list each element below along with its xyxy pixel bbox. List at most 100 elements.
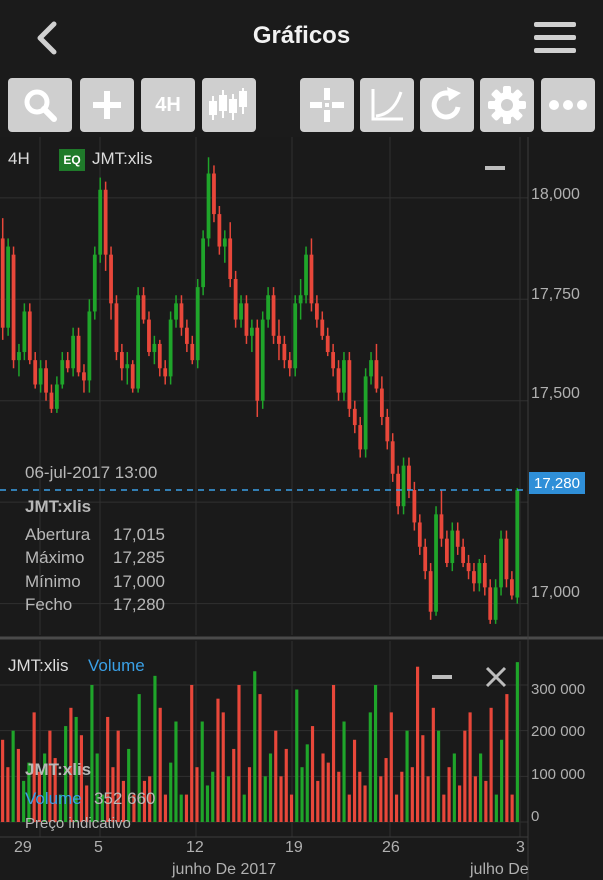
candle-body bbox=[509, 579, 514, 596]
indicators-button[interactable] bbox=[202, 78, 256, 132]
volume-bar bbox=[394, 794, 399, 822]
candle-body bbox=[184, 327, 189, 344]
volume-bar bbox=[274, 730, 278, 822]
candle-body bbox=[423, 546, 428, 572]
volume-bar bbox=[48, 730, 52, 822]
volume-bar bbox=[258, 694, 262, 822]
candle-body bbox=[385, 416, 390, 442]
info-value-close: 17,280 bbox=[113, 595, 165, 614]
candle-body bbox=[444, 538, 449, 564]
volume-info-label: Volume bbox=[25, 789, 82, 808]
volume-bar bbox=[352, 739, 357, 822]
refresh-button[interactable] bbox=[420, 78, 474, 132]
volume-tick: 0 bbox=[531, 808, 539, 825]
candle-body bbox=[450, 530, 455, 564]
candle-body bbox=[260, 319, 265, 401]
info-value-open: 17,015 bbox=[113, 525, 165, 544]
volume-bar bbox=[510, 794, 514, 822]
settings-button[interactable] bbox=[480, 78, 534, 132]
candle-body bbox=[54, 384, 59, 409]
volume-bar bbox=[148, 776, 152, 822]
volume-bar bbox=[237, 684, 241, 822]
crosshair-button[interactable] bbox=[300, 78, 354, 132]
candle-body bbox=[44, 368, 48, 393]
candle-body bbox=[320, 319, 325, 336]
candle-body bbox=[461, 546, 466, 564]
candle-body bbox=[17, 352, 21, 361]
candle-body bbox=[331, 352, 336, 369]
volume-series bbox=[1, 662, 519, 822]
candle-body bbox=[472, 571, 476, 584]
drawing-button[interactable] bbox=[360, 78, 414, 132]
candle-body bbox=[114, 303, 119, 353]
candle-body bbox=[87, 311, 92, 381]
info-label-open: Abertura bbox=[25, 525, 91, 544]
price-tick: 18,000 bbox=[531, 186, 580, 203]
minimize-volume-pane-icon[interactable] bbox=[432, 675, 452, 681]
candle-body bbox=[277, 335, 281, 344]
price-chart[interactable]: 18,000 17,750 17,500 17,000 300 000 200 … bbox=[0, 137, 603, 880]
volume-bar bbox=[142, 780, 147, 822]
price-tick: 17,000 bbox=[531, 584, 580, 601]
candle-body bbox=[76, 335, 81, 373]
close-volume-pane-icon[interactable] bbox=[484, 665, 508, 689]
candle-body bbox=[309, 254, 314, 304]
symbol-label[interactable]: JMT:xlis bbox=[92, 149, 153, 168]
volume-bar bbox=[494, 794, 498, 822]
candle-body bbox=[82, 372, 86, 381]
drawing-icon bbox=[371, 89, 403, 121]
candle-body bbox=[515, 489, 520, 598]
volume-indicator-label[interactable]: Volume bbox=[88, 656, 145, 675]
volume-bar bbox=[211, 771, 215, 822]
volume-bar bbox=[174, 721, 178, 822]
more-button[interactable] bbox=[541, 78, 595, 132]
candle-body bbox=[287, 360, 292, 369]
candle-body bbox=[168, 319, 173, 377]
candle-body bbox=[271, 295, 276, 336]
candle-body bbox=[352, 408, 357, 426]
volume-symbol-label: JMT:xlis bbox=[8, 656, 69, 675]
add-button[interactable] bbox=[80, 78, 134, 132]
volume-bar bbox=[247, 767, 252, 822]
volume-bar bbox=[43, 753, 47, 822]
volume-info-value: 352 660 bbox=[94, 789, 156, 808]
volume-bar bbox=[106, 716, 110, 822]
timeframe-label: 4H bbox=[155, 93, 181, 116]
volume-bar bbox=[158, 707, 162, 822]
volume-bar bbox=[58, 794, 62, 822]
volume-bar bbox=[305, 744, 309, 822]
volume-bar bbox=[342, 721, 346, 822]
volume-bar bbox=[116, 730, 120, 822]
candle-body bbox=[369, 360, 373, 377]
candle-body bbox=[163, 368, 168, 377]
volume-bar bbox=[111, 767, 115, 822]
candle-body bbox=[304, 254, 308, 296]
day-tick: 3 bbox=[516, 839, 525, 856]
candle-body bbox=[314, 303, 319, 320]
indicators-icon bbox=[209, 88, 247, 120]
volume-bar bbox=[221, 712, 225, 822]
candle-body bbox=[347, 360, 352, 409]
candle-body bbox=[22, 311, 27, 353]
candle-body bbox=[282, 343, 287, 361]
candle-body bbox=[152, 343, 157, 353]
minimize-price-pane-icon[interactable] bbox=[485, 166, 505, 172]
volume-bar bbox=[200, 721, 204, 822]
volume-bar bbox=[484, 780, 488, 822]
candle-body bbox=[363, 376, 368, 450]
candle-body bbox=[136, 295, 141, 389]
timeframe-button[interactable]: 4H bbox=[141, 78, 195, 132]
candle-body bbox=[499, 538, 503, 588]
volume-bar bbox=[473, 776, 477, 822]
chevron-left-icon[interactable] bbox=[30, 18, 66, 58]
volume-bar bbox=[22, 780, 26, 822]
candle-body bbox=[125, 364, 130, 369]
last-price-tag: 17,280 bbox=[529, 472, 585, 494]
candle-body bbox=[130, 364, 135, 389]
volume-bar bbox=[426, 776, 430, 822]
candle-body bbox=[109, 254, 113, 304]
chart-toolbar: 4H bbox=[0, 75, 603, 137]
search-button[interactable] bbox=[8, 78, 72, 132]
hamburger-menu-icon[interactable] bbox=[532, 18, 578, 56]
timeframe-label: 4H bbox=[8, 149, 30, 168]
